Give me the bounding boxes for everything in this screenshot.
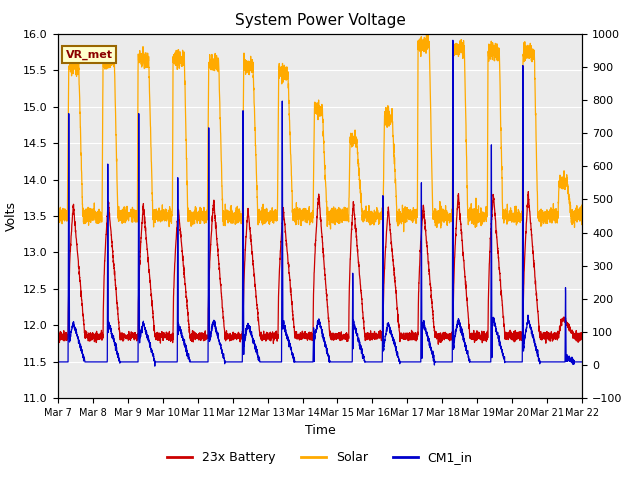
CM1_in xyxy=(54,359,61,365)
CM1_in xyxy=(408,359,416,365)
CM1_in xyxy=(148,348,156,353)
Solar xyxy=(400,229,408,235)
CM1_in xyxy=(449,37,457,43)
CM1_in xyxy=(579,359,586,365)
Legend: 23x Battery, Solar, CM1_in: 23x Battery, Solar, CM1_in xyxy=(163,446,477,469)
Solar xyxy=(579,213,586,219)
CM1_in xyxy=(438,359,445,365)
Solar xyxy=(408,209,416,215)
23x Battery xyxy=(579,335,586,341)
Title: System Power Voltage: System Power Voltage xyxy=(235,13,405,28)
X-axis label: Time: Time xyxy=(305,424,335,437)
CM1_in xyxy=(467,359,475,365)
Line: CM1_in: CM1_in xyxy=(58,40,582,366)
Solar xyxy=(438,210,445,216)
Line: 23x Battery: 23x Battery xyxy=(58,192,582,344)
CM1_in xyxy=(300,359,308,365)
Text: VR_met: VR_met xyxy=(65,49,113,60)
23x Battery xyxy=(525,189,532,194)
23x Battery xyxy=(54,331,61,337)
Solar xyxy=(54,217,61,223)
23x Battery xyxy=(578,333,586,338)
23x Battery xyxy=(438,336,445,341)
Y-axis label: Volts: Volts xyxy=(4,201,17,231)
Solar xyxy=(578,216,586,221)
23x Battery xyxy=(467,335,475,340)
Solar xyxy=(422,32,430,37)
Solar xyxy=(300,216,308,222)
23x Battery xyxy=(300,332,308,337)
CM1_in xyxy=(578,359,586,365)
23x Battery xyxy=(408,337,416,343)
23x Battery xyxy=(435,341,442,347)
Solar xyxy=(148,177,156,182)
Solar xyxy=(467,213,475,219)
CM1_in xyxy=(151,363,159,369)
23x Battery xyxy=(148,298,156,303)
Line: Solar: Solar xyxy=(58,35,582,232)
